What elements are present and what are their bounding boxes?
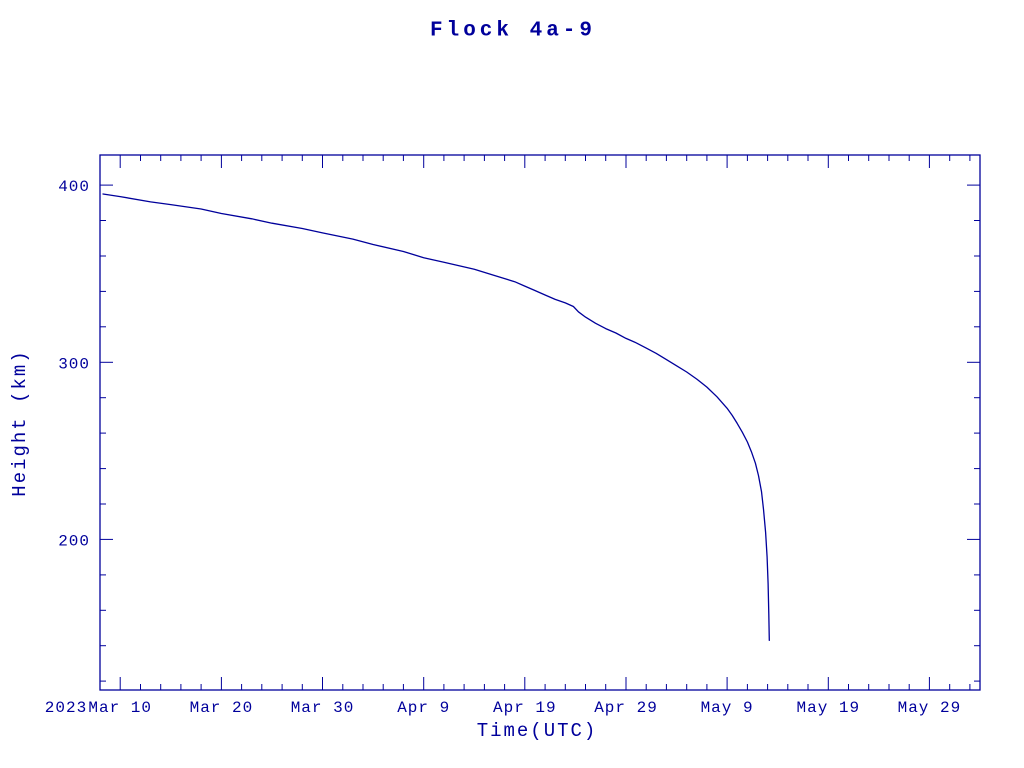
plot-frame [99,154,981,691]
x-tick-label: May 9 [701,699,754,717]
x-tick-label: May 19 [796,699,860,717]
x-tick-label: Apr 19 [493,699,557,717]
height-decay-curve [102,193,770,642]
x-tick-label: Mar 30 [291,699,355,717]
x-tick-label: Mar 20 [190,699,254,717]
y-tick-label: 300 [58,355,90,373]
y-tick-label: 400 [58,178,90,196]
x-tick-label: Apr 29 [594,699,658,717]
x-tick-label: May 29 [898,699,962,717]
x-tick-label: Mar 10 [88,699,152,717]
x-axis-year-label: 2023 [45,699,87,717]
chart-title: Flock 4a-9 [429,19,597,43]
x-axis-title: Time(UTC) [476,720,598,742]
y-tick-label: 200 [58,532,90,550]
x-tick-label: Apr 9 [397,699,450,717]
